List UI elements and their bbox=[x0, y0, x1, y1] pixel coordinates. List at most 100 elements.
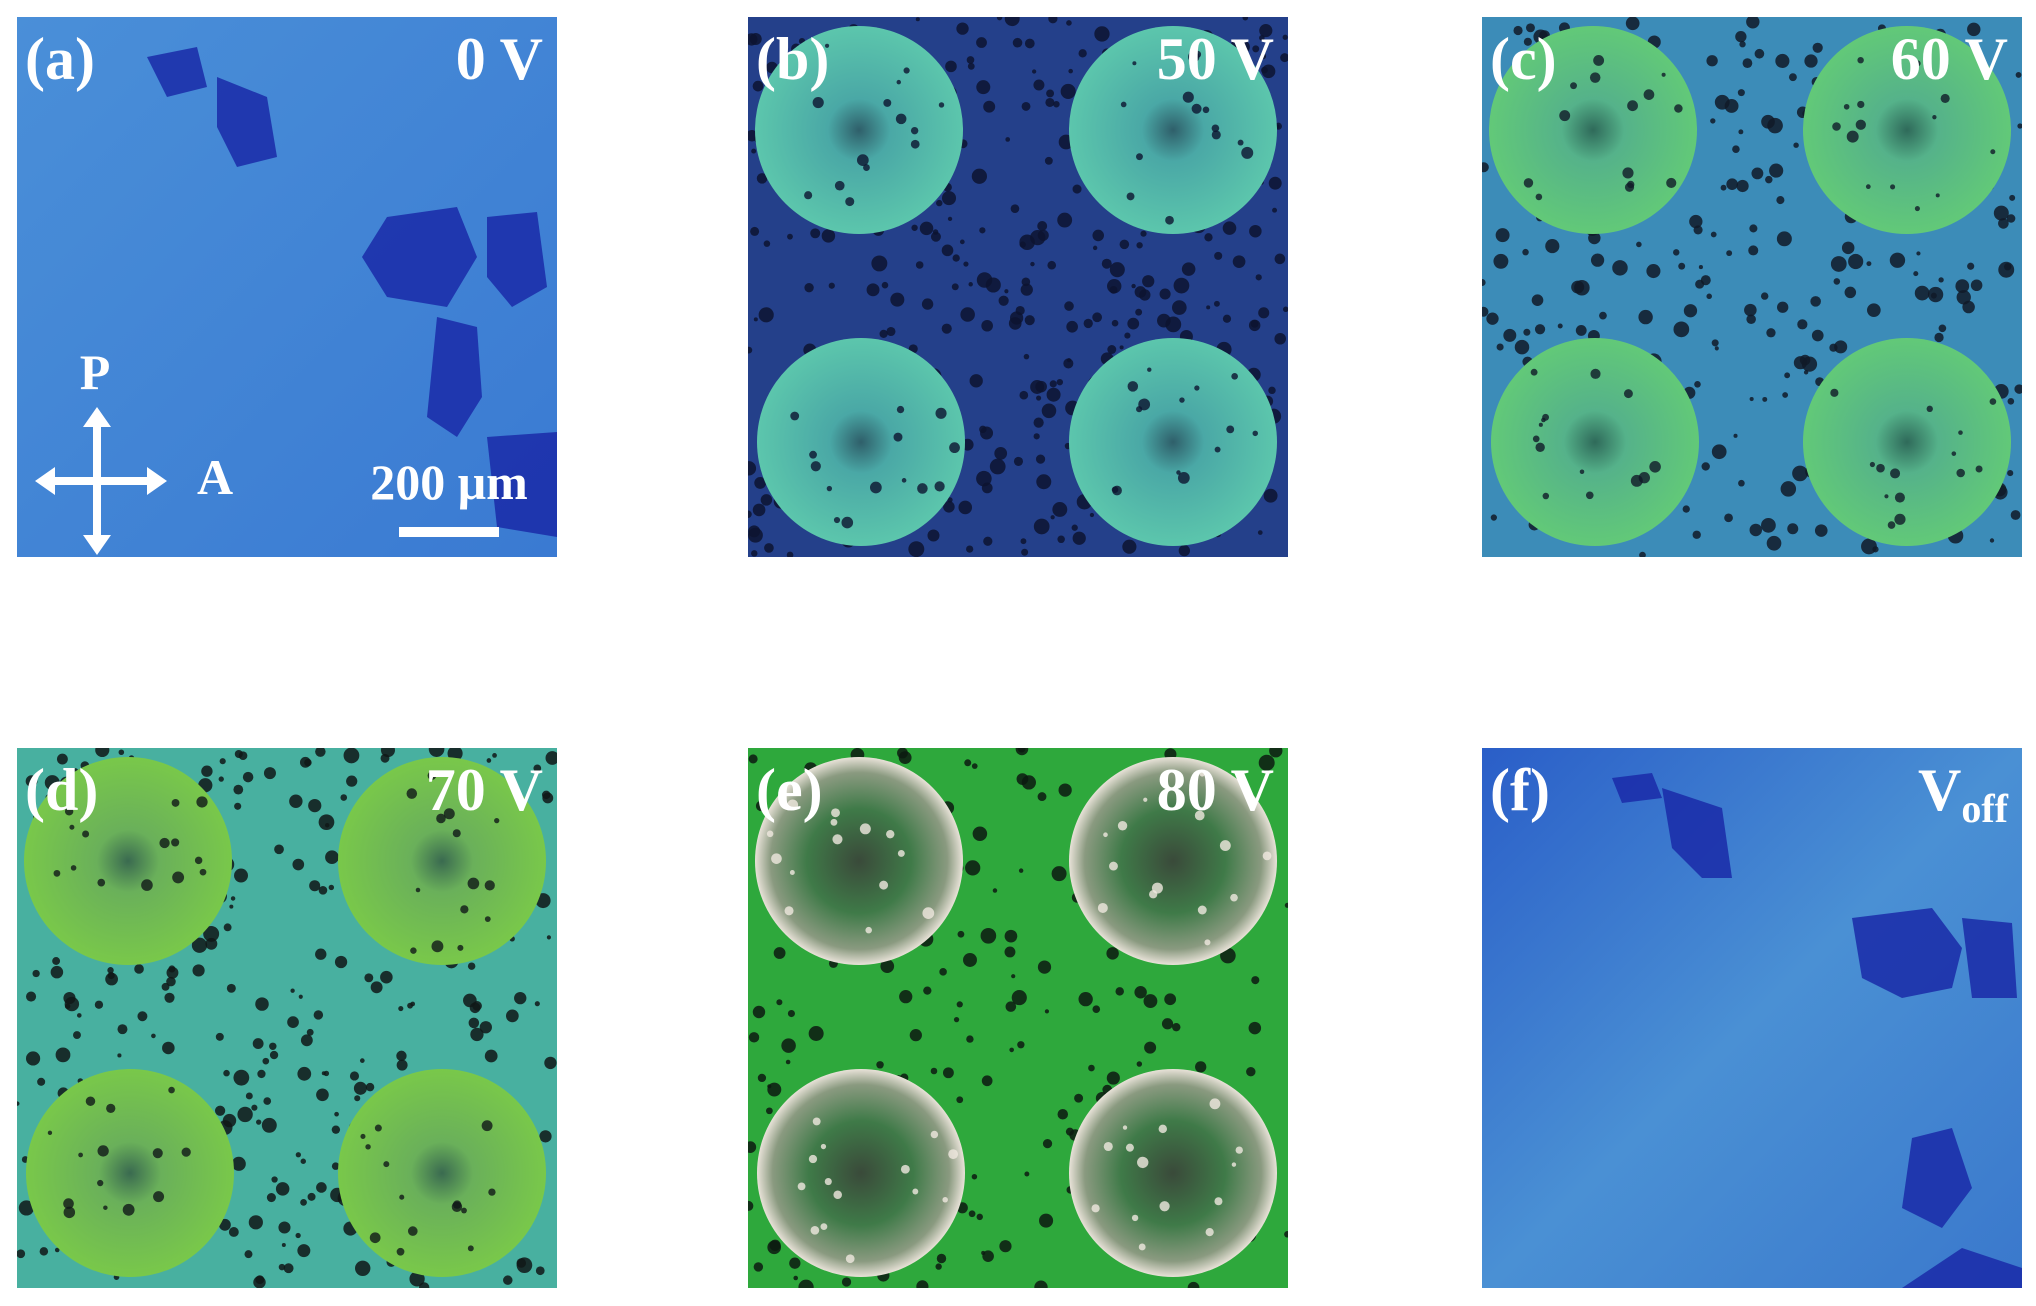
defect bbox=[785, 1059, 791, 1065]
defect bbox=[1866, 261, 1872, 267]
defect bbox=[117, 1024, 128, 1035]
defect bbox=[833, 1190, 842, 1200]
defect bbox=[1268, 176, 1282, 190]
defect bbox=[1072, 184, 1082, 194]
defect bbox=[1158, 1124, 1168, 1134]
defect bbox=[1482, 306, 1489, 317]
defect bbox=[1066, 320, 1078, 333]
defect bbox=[1020, 283, 1033, 296]
defect bbox=[1280, 53, 1288, 63]
defect bbox=[1638, 309, 1653, 325]
defect bbox=[1689, 214, 1703, 229]
defect bbox=[1649, 461, 1661, 473]
defect bbox=[1726, 250, 1733, 257]
defect bbox=[976, 470, 992, 487]
defect bbox=[275, 1182, 290, 1196]
defect bbox=[1172, 1022, 1181, 1032]
defect bbox=[539, 1130, 552, 1143]
defect bbox=[1126, 192, 1135, 201]
defect bbox=[1088, 1064, 1095, 1072]
defect bbox=[542, 792, 554, 804]
defect bbox=[1490, 514, 1498, 521]
defect bbox=[1005, 137, 1011, 142]
defect bbox=[1024, 1171, 1030, 1177]
defect bbox=[467, 1245, 474, 1252]
defect bbox=[349, 1071, 360, 1081]
defect bbox=[233, 1069, 250, 1086]
defect bbox=[1109, 861, 1118, 871]
defect bbox=[1194, 385, 1200, 391]
defect bbox=[1044, 1009, 1050, 1014]
defect bbox=[1204, 233, 1213, 242]
defect bbox=[164, 992, 175, 1003]
defect bbox=[1788, 73, 1797, 82]
defect bbox=[898, 751, 912, 765]
defect bbox=[1787, 523, 1799, 535]
defect bbox=[315, 748, 326, 757]
defect bbox=[325, 850, 339, 865]
defect bbox=[1782, 392, 1789, 398]
defect bbox=[1535, 442, 1545, 453]
defect bbox=[1612, 260, 1628, 276]
defect bbox=[1259, 53, 1267, 60]
defect bbox=[1205, 1228, 1214, 1237]
defect bbox=[968, 1210, 976, 1218]
defect bbox=[1557, 323, 1563, 329]
defect bbox=[407, 1226, 418, 1236]
defect bbox=[481, 1120, 493, 1132]
defect bbox=[910, 126, 919, 135]
defect bbox=[1048, 17, 1058, 24]
defect bbox=[748, 461, 757, 476]
defect bbox=[748, 510, 752, 518]
defect bbox=[790, 411, 800, 421]
defect bbox=[972, 826, 988, 841]
defect bbox=[469, 1002, 481, 1014]
defect bbox=[1482, 279, 1486, 286]
defect bbox=[1039, 1213, 1054, 1228]
defect bbox=[2007, 397, 2015, 405]
defect bbox=[821, 229, 836, 243]
defect bbox=[820, 1143, 827, 1150]
defect bbox=[989, 458, 1006, 475]
defect bbox=[1793, 356, 1808, 370]
defect bbox=[968, 282, 973, 287]
defect bbox=[457, 944, 464, 951]
domain bbox=[1852, 908, 1962, 998]
polarizer-axes bbox=[45, 417, 157, 545]
defect bbox=[1683, 304, 1698, 318]
defect bbox=[106, 1103, 116, 1113]
defect bbox=[1733, 433, 1738, 438]
defect bbox=[890, 292, 905, 307]
defect bbox=[1214, 251, 1223, 260]
defect bbox=[1248, 319, 1261, 332]
defect bbox=[903, 67, 910, 74]
defect bbox=[1993, 205, 2009, 221]
defect bbox=[1179, 397, 1185, 403]
defect bbox=[1030, 380, 1045, 394]
defect bbox=[171, 838, 180, 847]
defect bbox=[1542, 413, 1550, 421]
defect bbox=[1513, 25, 1523, 36]
defect bbox=[479, 1021, 492, 1034]
defect bbox=[292, 858, 305, 871]
defect bbox=[1220, 947, 1236, 964]
defect bbox=[1268, 386, 1276, 395]
defect bbox=[871, 255, 888, 272]
defect bbox=[1894, 513, 1906, 525]
defect bbox=[1746, 314, 1756, 324]
defect bbox=[1241, 146, 1254, 159]
panel-image bbox=[1482, 748, 2022, 1288]
electrode bbox=[1489, 26, 1697, 234]
defect bbox=[1103, 832, 1108, 838]
defect bbox=[1051, 866, 1067, 882]
defect bbox=[976, 37, 987, 48]
defect bbox=[359, 1058, 365, 1063]
defect bbox=[1710, 231, 1717, 238]
defect bbox=[751, 550, 758, 557]
defect bbox=[1259, 24, 1273, 38]
defect bbox=[1833, 278, 1841, 285]
defect bbox=[757, 1073, 767, 1083]
defect bbox=[306, 1028, 314, 1036]
defect bbox=[1661, 72, 1666, 77]
defect bbox=[47, 1130, 53, 1136]
